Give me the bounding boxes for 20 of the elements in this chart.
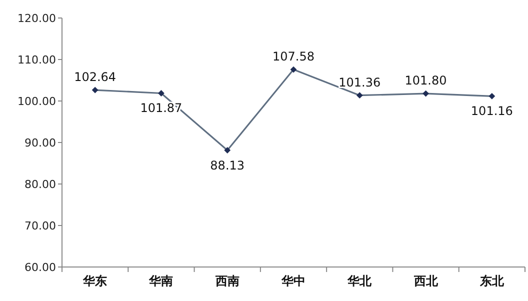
y-tick-label: 60.00 xyxy=(24,260,56,274)
y-tick-label: 90.00 xyxy=(24,136,56,150)
y-tick-label: 100.00 xyxy=(18,94,56,108)
x-tick-label: 西北 xyxy=(412,274,439,288)
text: 101.80 xyxy=(404,74,447,88)
x-tick-label: 华东 xyxy=(82,274,108,288)
x-tick-label: 东北 xyxy=(478,274,505,288)
text: 102.64 xyxy=(74,70,116,84)
text: 101.36 xyxy=(338,75,381,90)
x-tick-label: 华南 xyxy=(148,274,174,288)
x-tick-label: 华中 xyxy=(280,274,306,288)
y-tick-label: 120.00 xyxy=(18,12,56,25)
x-tick-label: 西南 xyxy=(214,274,240,288)
y-tick-label: 80.00 xyxy=(24,178,56,191)
x-tick-label: 华北 xyxy=(346,274,373,288)
y-tick-label: 110.00 xyxy=(18,53,56,66)
text: 107.58 xyxy=(272,50,314,64)
y-tick-label: 70.00 xyxy=(24,219,56,232)
text: 88.13 xyxy=(210,158,245,172)
text: 101.16 xyxy=(470,104,513,118)
